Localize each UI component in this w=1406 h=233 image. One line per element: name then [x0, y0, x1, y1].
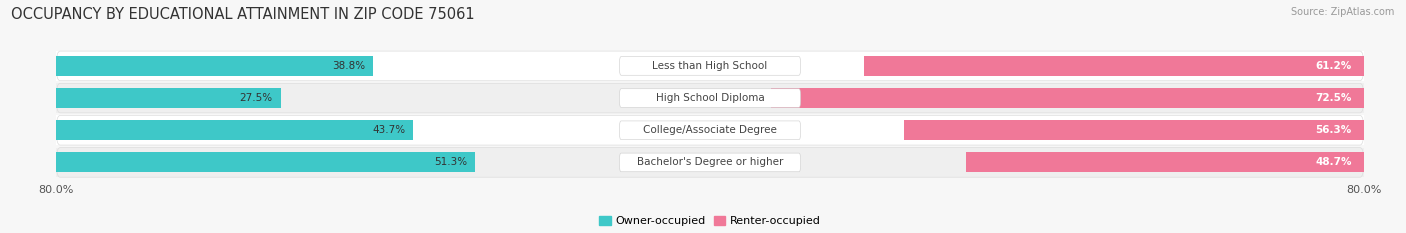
- Bar: [56, 116, 1364, 145]
- Text: College/Associate Degree: College/Associate Degree: [643, 125, 778, 135]
- Text: High School Diploma: High School Diploma: [655, 93, 765, 103]
- Bar: [56, 120, 413, 140]
- FancyBboxPatch shape: [56, 116, 1364, 145]
- Text: 43.7%: 43.7%: [373, 125, 405, 135]
- FancyBboxPatch shape: [620, 121, 800, 140]
- Bar: [904, 120, 1364, 140]
- Text: 61.2%: 61.2%: [1315, 61, 1351, 71]
- Text: Bachelor's Degree or higher: Bachelor's Degree or higher: [637, 158, 783, 168]
- Text: Less than High School: Less than High School: [652, 61, 768, 71]
- Bar: [772, 88, 1364, 108]
- Bar: [56, 152, 475, 172]
- Text: OCCUPANCY BY EDUCATIONAL ATTAINMENT IN ZIP CODE 75061: OCCUPANCY BY EDUCATIONAL ATTAINMENT IN Z…: [11, 7, 475, 22]
- FancyBboxPatch shape: [620, 89, 800, 107]
- FancyBboxPatch shape: [620, 57, 800, 75]
- Text: 51.3%: 51.3%: [434, 158, 467, 168]
- Bar: [56, 83, 1364, 113]
- Text: 48.7%: 48.7%: [1315, 158, 1351, 168]
- Bar: [863, 56, 1364, 76]
- FancyBboxPatch shape: [56, 83, 1364, 113]
- FancyBboxPatch shape: [56, 51, 1364, 81]
- Bar: [966, 152, 1364, 172]
- FancyBboxPatch shape: [620, 153, 800, 172]
- Text: 72.5%: 72.5%: [1315, 93, 1351, 103]
- Legend: Owner-occupied, Renter-occupied: Owner-occupied, Renter-occupied: [595, 212, 825, 231]
- Text: 27.5%: 27.5%: [239, 93, 273, 103]
- Text: Source: ZipAtlas.com: Source: ZipAtlas.com: [1291, 7, 1395, 17]
- FancyBboxPatch shape: [56, 148, 1364, 177]
- Bar: [56, 51, 1364, 81]
- Bar: [56, 56, 374, 76]
- Bar: [56, 88, 281, 108]
- Text: 38.8%: 38.8%: [332, 61, 366, 71]
- Text: 56.3%: 56.3%: [1315, 125, 1351, 135]
- Bar: [56, 148, 1364, 177]
